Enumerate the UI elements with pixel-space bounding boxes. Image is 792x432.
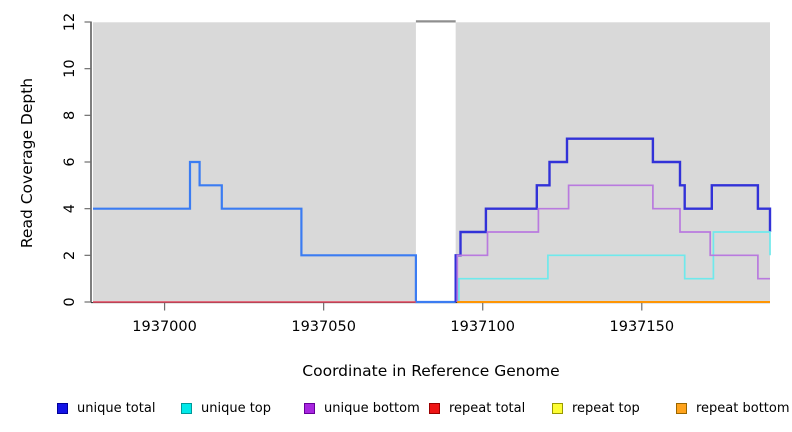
- y-axis-title: Read Coverage Depth: [18, 77, 36, 249]
- plot-panel: [93, 22, 416, 303]
- y-tick-label: 2: [62, 251, 78, 260]
- y-tick-label: 10: [62, 59, 78, 77]
- plot-panel: [455, 22, 770, 303]
- x-tick-label: 1937000: [132, 319, 197, 335]
- series-unique-top: [458, 231, 771, 302]
- x-axis-title: Coordinate in Reference Genome: [302, 362, 560, 380]
- y-tick-label: 0: [62, 297, 78, 306]
- series-unique-bottom: [456, 184, 770, 302]
- x-tick-label: 1937100: [450, 319, 515, 335]
- x-tick-label: 1937150: [610, 319, 675, 335]
- x-tick-label: 1937050: [291, 319, 356, 335]
- series-unique-total: [93, 160, 456, 304]
- series-unique-total: [454, 137, 772, 302]
- y-tick-label: 6: [62, 157, 78, 166]
- y-tick-label: 8: [62, 111, 78, 120]
- y-tick-label: 4: [62, 204, 78, 213]
- y-tick-label: 12: [62, 13, 78, 31]
